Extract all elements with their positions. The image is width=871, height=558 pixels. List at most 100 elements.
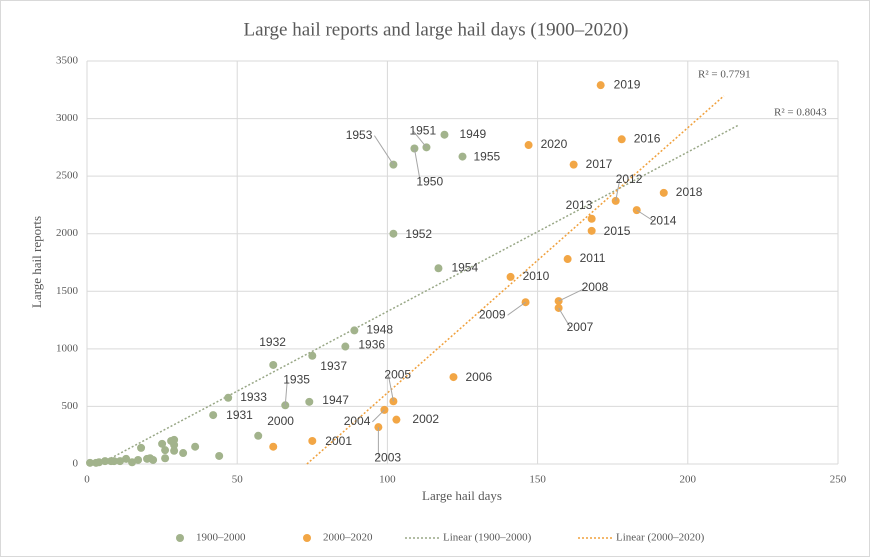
data-point [116,457,125,466]
leader-line [284,380,288,406]
data-point [215,451,224,460]
point-label: 1937 [320,359,347,373]
data-point [587,214,596,223]
legend-label: 1900–2000 [196,532,246,544]
point-label: 1935 [283,372,310,386]
chart-title: Large hail reports and large hail days (… [244,19,629,40]
y-tick-label: 1000 [56,342,79,354]
data-point [524,141,533,150]
r2-label: R² = 0.8043 [774,107,827,119]
data-point [506,272,515,281]
point-label: 1947 [322,393,349,407]
data-point [392,415,401,424]
data-point [254,431,263,440]
point-label: 1933 [240,390,267,404]
y-tick-label: 3000 [56,112,79,124]
data-point [341,342,350,351]
x-tick-label: 200 [680,474,697,486]
leader-line [413,148,421,183]
point-label: 2013 [566,198,593,212]
data-point [563,255,572,264]
data-point [305,397,314,406]
point-label: 2010 [523,269,550,283]
leader-line [558,307,572,329]
data-point [170,446,179,455]
data-point [143,454,152,463]
data-point [308,436,317,445]
leader-line [615,179,621,201]
data-point [458,152,467,161]
data-point [149,455,158,464]
data-point [107,457,116,466]
point-label: 2005 [384,367,411,381]
data-point [617,135,626,144]
point-label: 1931 [226,408,253,422]
y-tick-label: 2500 [56,170,79,182]
data-point [191,442,200,451]
point-label: 2000 [267,414,294,428]
data-point [308,351,317,360]
data-point [269,442,278,451]
point-label: 2020 [541,137,568,151]
r2-label: R² = 0.7791 [698,69,751,81]
data-point [350,326,359,335]
y-tick-label: 2000 [56,227,79,239]
trendline [99,124,740,465]
data-point [134,455,143,464]
x-tick-label: 50 [232,474,244,486]
data-point [449,373,458,382]
point-label: 2007 [567,320,594,334]
point-label: 1948 [366,323,393,337]
legend-marker [176,534,184,542]
point-label: 2019 [614,77,641,91]
data-point [209,411,218,420]
point-label: 2001 [325,434,352,448]
leader-line [507,301,526,316]
leader-line [413,131,427,148]
data-point [389,229,398,238]
point-label: 2011 [580,251,606,265]
point-label: 2002 [412,412,439,426]
point-label: 2016 [634,131,661,145]
point-label: 1949 [459,127,486,141]
point-label: 2009 [479,307,506,321]
point-label: 2017 [586,157,613,171]
data-point [158,439,167,448]
y-tick-label: 500 [62,400,79,412]
data-point [440,130,449,139]
point-label: 1955 [474,150,501,164]
x-axis-label: Large hail days [422,488,502,503]
leader-line [558,287,586,302]
data-point [161,446,170,455]
data-point [122,454,131,463]
point-label: 2008 [582,280,609,294]
point-label: 1932 [259,335,286,349]
data-point [86,458,95,467]
trendline [306,95,725,465]
data-point [137,443,146,452]
point-label: 1953 [346,128,373,142]
x-tick-label: 250 [830,474,847,486]
leader-line [636,209,655,222]
x-tick-label: 0 [84,474,90,486]
y-tick-label: 0 [73,458,79,470]
legend-label: 2000–2020 [323,532,373,544]
point-label: 2006 [465,370,492,384]
point-label: 1951 [409,124,436,138]
data-point [596,81,605,90]
legend-label: Linear (1900–2000) [443,532,532,544]
leader-line [373,135,394,165]
x-tick-label: 150 [529,474,546,486]
point-label: 2015 [604,224,631,238]
leader-line [372,409,385,423]
data-point [179,449,188,458]
data-point [587,226,596,235]
point-label: 2018 [676,185,703,199]
data-point [434,264,443,273]
x-tick-label: 100 [379,474,396,486]
data-point [659,188,668,197]
legend-label: Linear (2000–2020) [616,532,705,544]
data-point [569,160,578,169]
